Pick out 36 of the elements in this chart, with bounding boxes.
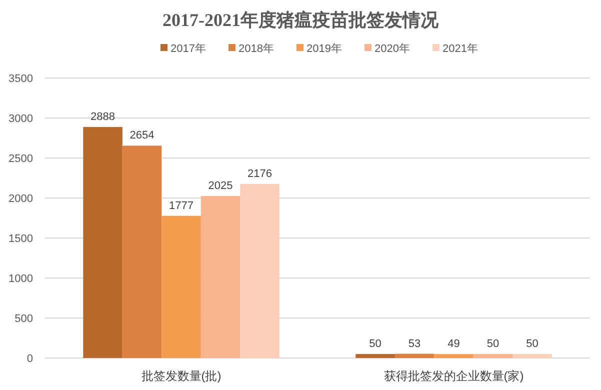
data-label: 50	[369, 338, 382, 350]
x-tick-label: 批签发数量(批)	[141, 369, 222, 383]
bar	[83, 126, 122, 358]
y-tick-label: 500	[14, 313, 33, 325]
x-tick-label: 获得批签发的企业数量(家)	[384, 369, 524, 383]
y-tick-label: 3500	[8, 73, 33, 85]
data-label: 2176	[247, 168, 272, 180]
bar	[434, 354, 474, 358]
data-label: 50	[486, 338, 500, 350]
bar	[394, 354, 434, 358]
data-label: 53	[408, 338, 421, 350]
bar	[200, 196, 240, 358]
y-tick-label: 2000	[8, 193, 33, 205]
y-tick-label: 1000	[8, 273, 33, 285]
y-tick-label: 2500	[8, 153, 33, 165]
data-label: 2025	[208, 180, 233, 192]
legend-label: 2018年	[238, 43, 274, 55]
legend-label: 2020年	[374, 43, 410, 55]
y-tick-label: 3000	[8, 113, 33, 125]
legend-label: 2019年	[306, 43, 342, 55]
y-tick-label: 1500	[8, 233, 33, 245]
bar	[162, 216, 201, 358]
bar	[356, 354, 395, 358]
data-label: 49	[448, 338, 460, 350]
legend-label: 2021年	[442, 43, 478, 55]
bar	[512, 354, 552, 358]
y-tick-label: 0	[26, 353, 33, 365]
data-label: 1777	[169, 200, 194, 212]
bar	[240, 184, 280, 358]
bar	[122, 146, 162, 358]
chart-title: 2017-2021年度猪瘟疫苗批签发情况	[162, 10, 440, 30]
bar	[473, 354, 513, 358]
data-label: 2654	[130, 130, 154, 142]
data-label: 50	[526, 338, 538, 350]
data-label: 2888	[90, 110, 116, 123]
legend-label: 2017年	[170, 43, 206, 55]
